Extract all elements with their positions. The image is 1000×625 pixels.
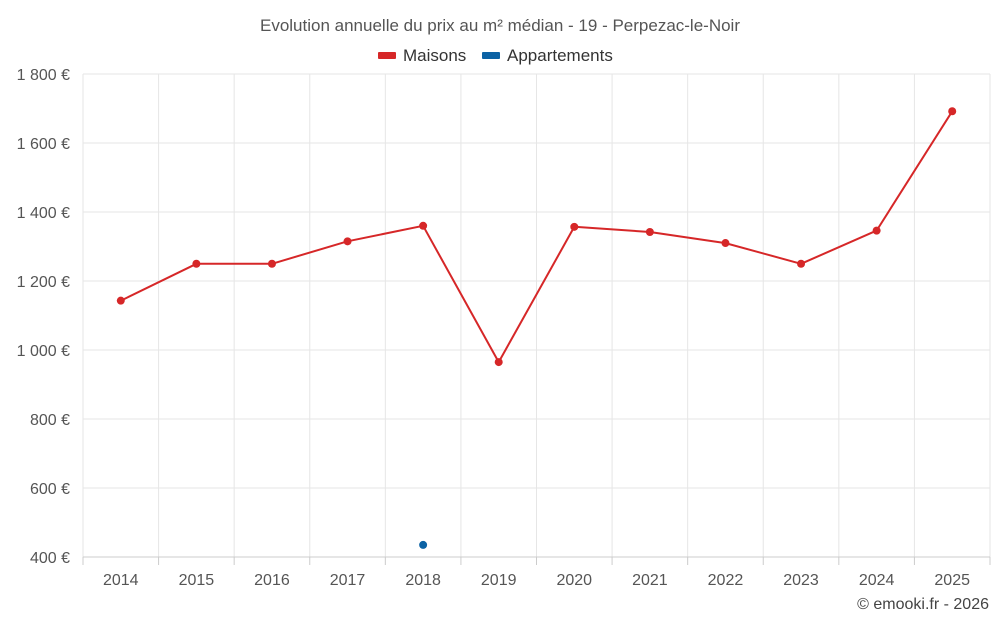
x-tick-label: 2015 [179,572,215,589]
data-point-maisons[interactable] [419,221,428,230]
x-tick-label: 2021 [632,572,668,589]
data-point-maisons[interactable] [267,259,276,268]
legend-swatch-maisons [378,52,396,59]
data-point-maisons[interactable] [116,296,125,305]
data-point-maisons[interactable] [872,226,881,235]
x-tick-label: 2024 [859,572,895,589]
data-point-maisons[interactable] [721,239,730,248]
x-tick-label: 2019 [481,572,517,589]
grid-layer [82,73,991,557]
y-tick-label: 1 600 € [17,136,70,153]
data-point-maisons[interactable] [948,107,957,116]
data-point-maisons[interactable] [192,259,201,268]
x-tick-label: 2014 [103,572,139,589]
credit-text: © emooki.fr - 2026 [857,596,989,613]
data-point-maisons[interactable] [494,358,503,367]
x-tick-label: 2016 [254,572,290,589]
legend[interactable]: Maisons Appartements [378,46,613,65]
data-point-maisons[interactable] [797,259,806,268]
data-point-maisons[interactable] [570,222,579,231]
y-tick-label: 1 400 € [17,205,70,222]
legend-swatch-appartements [482,52,500,59]
series-maisons [116,107,957,367]
y-tick-label: 1 200 € [17,274,70,291]
data-point-maisons[interactable] [645,228,654,237]
series-layer [116,107,957,549]
series-appartements [419,540,428,549]
x-tick-label: 2020 [556,572,592,589]
y-tick-label: 800 € [30,412,70,429]
data-point-maisons[interactable] [343,237,352,246]
series-line-maisons [120,110,954,364]
y-tick-label: 400 € [30,550,70,567]
x-tick-label: 2023 [783,572,819,589]
chart-title: Evolution annuelle du prix au m² médian … [260,16,740,35]
data-point-appartements[interactable] [419,540,428,549]
x-tick-label: 2025 [934,572,970,589]
legend-label-maisons[interactable]: Maisons [403,46,466,65]
x-tick-label: 2018 [405,572,441,589]
legend-label-appartements[interactable]: Appartements [507,46,613,65]
x-tick-label: 2017 [330,572,366,589]
x-tick-label: 2022 [708,572,744,589]
y-tick-label: 1 800 € [17,67,70,84]
y-tick-label: 600 € [30,481,70,498]
y-tick-label: 1 000 € [17,343,70,360]
axis-layer: 400 € 600 € 800 € 1 000 € 1 200 € 1 400 € 1 60… [17,67,991,589]
